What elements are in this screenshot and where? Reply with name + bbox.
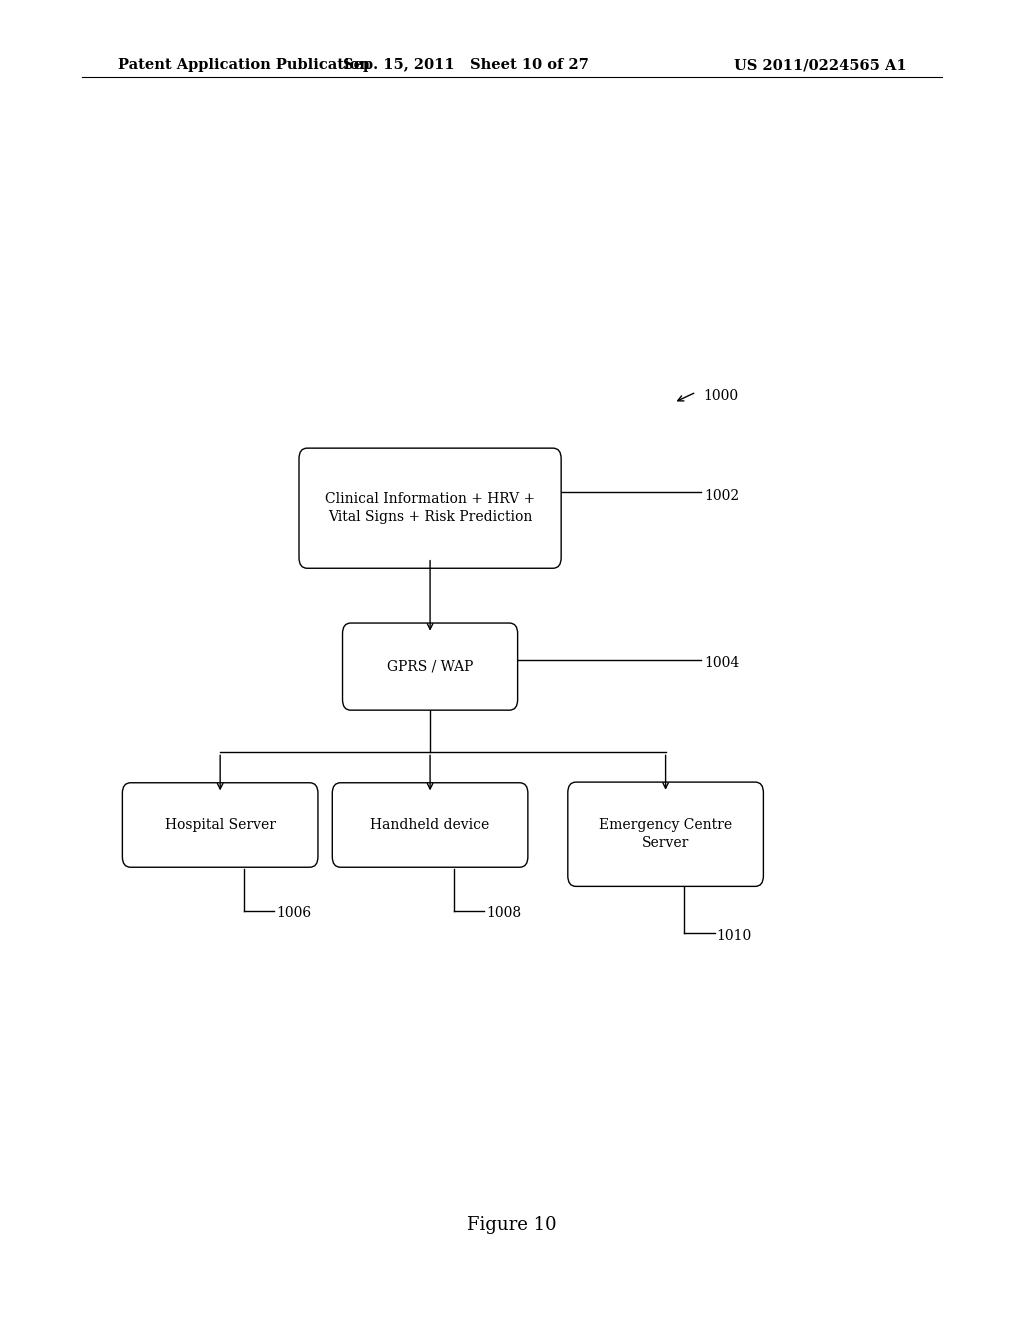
Text: Sep. 15, 2011   Sheet 10 of 27: Sep. 15, 2011 Sheet 10 of 27	[343, 58, 589, 73]
Text: Hospital Server: Hospital Server	[165, 818, 275, 832]
FancyBboxPatch shape	[567, 781, 764, 887]
Text: Patent Application Publication: Patent Application Publication	[118, 58, 370, 73]
Text: 1010: 1010	[717, 929, 752, 942]
FancyBboxPatch shape	[299, 449, 561, 568]
FancyBboxPatch shape	[342, 623, 517, 710]
FancyBboxPatch shape	[332, 783, 528, 867]
Text: 1006: 1006	[276, 907, 311, 920]
Text: 1000: 1000	[703, 389, 738, 403]
Text: Figure 10: Figure 10	[467, 1216, 557, 1234]
Text: US 2011/0224565 A1: US 2011/0224565 A1	[733, 58, 906, 73]
FancyBboxPatch shape	[123, 783, 317, 867]
Text: 1002: 1002	[705, 490, 739, 503]
Text: 1008: 1008	[486, 907, 521, 920]
Text: Clinical Information + HRV +
Vital Signs + Risk Prediction: Clinical Information + HRV + Vital Signs…	[325, 492, 536, 524]
Text: Emergency Centre
Server: Emergency Centre Server	[599, 818, 732, 850]
Text: Handheld device: Handheld device	[371, 818, 489, 832]
Text: 1004: 1004	[705, 656, 739, 669]
Text: GPRS / WAP: GPRS / WAP	[387, 660, 473, 673]
